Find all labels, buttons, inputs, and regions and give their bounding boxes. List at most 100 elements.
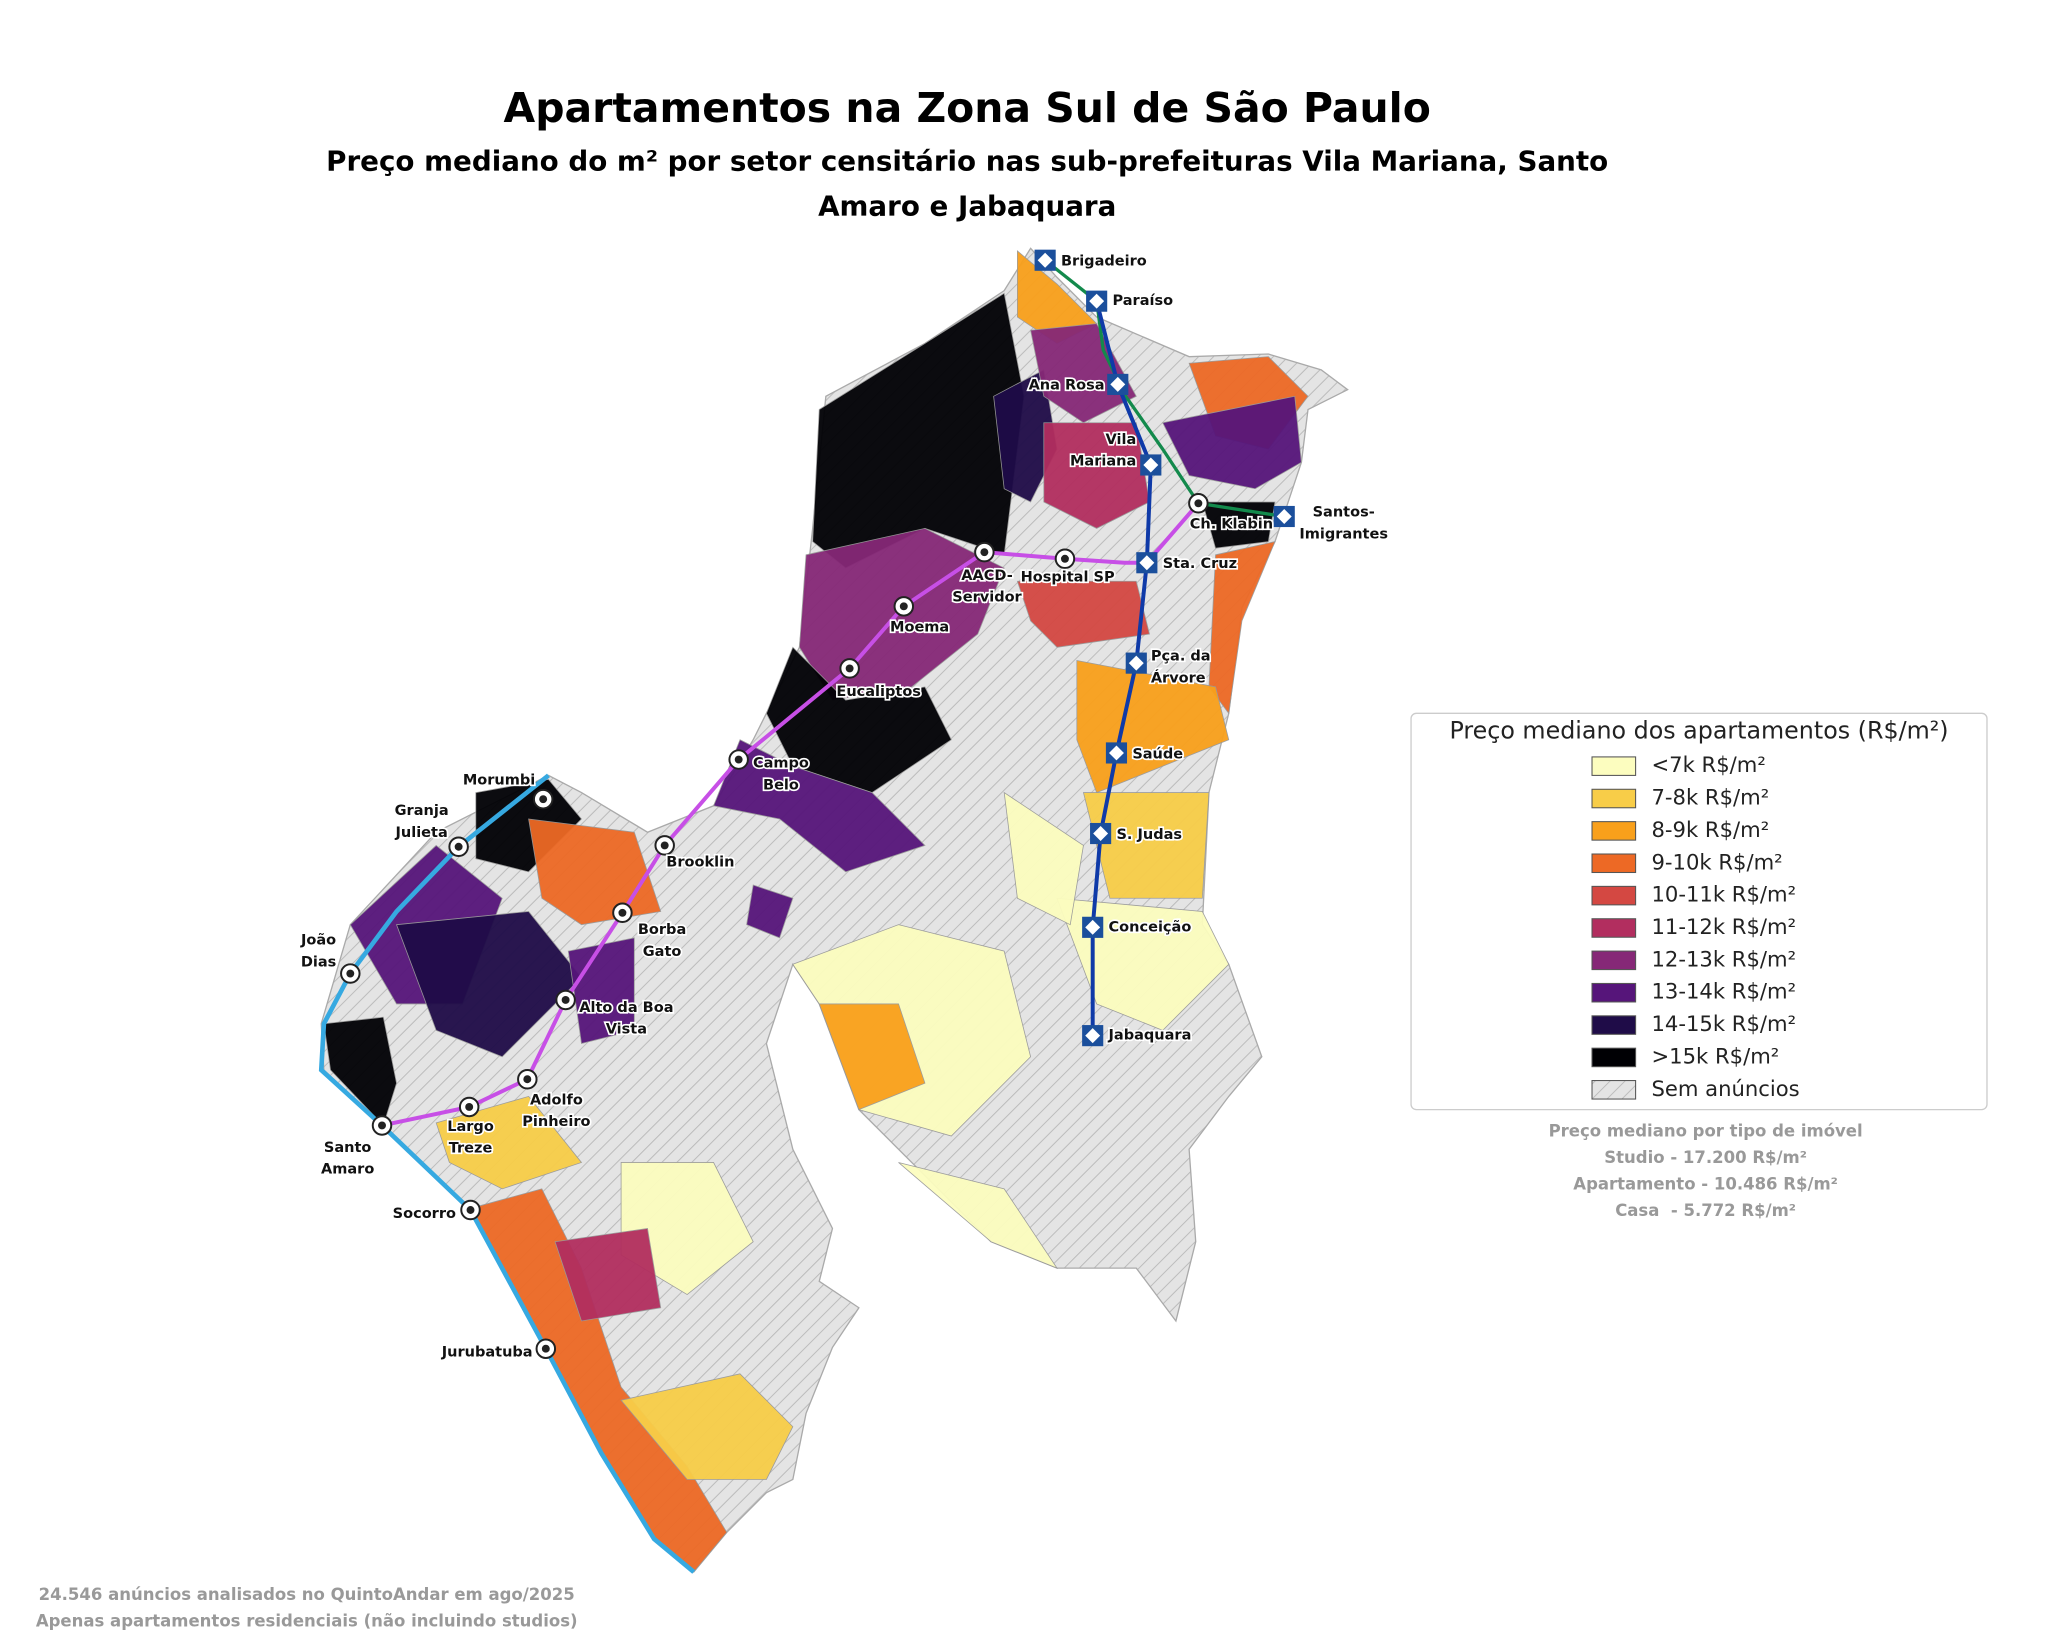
note: Preço mediano por tipo de imóvel Studio … <box>1549 1122 1863 1220</box>
legend-label: 8-9k R$/m² <box>1651 817 1769 842</box>
legend-label: Sem anúncios <box>1651 1076 1799 1101</box>
train-icon-mark <box>1194 499 1203 508</box>
legend-label: 10-11k R$/m² <box>1651 882 1796 907</box>
metro-icon-mark <box>1093 826 1109 842</box>
train-icon-mark <box>980 548 989 557</box>
train-icon-mark <box>346 969 355 978</box>
tract-patch <box>1208 541 1276 715</box>
station-label: Adolfo <box>530 1092 583 1108</box>
station-label: Ana Rosa <box>1029 378 1105 394</box>
station-label: João <box>300 933 336 949</box>
station-label: Socorro <box>393 1206 456 1222</box>
station-label: Moema <box>890 619 949 635</box>
tract-patch <box>567 937 635 1045</box>
legend-swatch <box>1591 885 1637 906</box>
station-label: Brooklin <box>666 855 734 871</box>
station-label: Santo <box>324 1140 372 1156</box>
station-label: AACD- <box>961 568 1012 584</box>
stations: Brigadeiro Paraíso Ana Rosa Vila Mariana Sant… <box>298 249 1390 1362</box>
tract-patch <box>898 1162 1059 1269</box>
train-icon-mark <box>1060 554 1069 563</box>
legend-label: >15k R$/m² <box>1651 1043 1779 1068</box>
tract-patch <box>620 1373 794 1480</box>
station-label: Eucaliptos <box>836 684 921 700</box>
station-label: Paraíso <box>1113 293 1174 309</box>
station-label: Brigadeiro <box>1061 254 1147 270</box>
legend-label: 7-8k R$/m² <box>1651 785 1769 810</box>
tract-patch <box>554 1228 662 1322</box>
station-label: Sta. Cruz <box>1163 556 1237 572</box>
station-label: Ch. Klabin <box>1190 516 1273 532</box>
legend-swatch <box>1591 982 1637 1003</box>
legend-label: <7k R$/m² <box>1651 752 1765 777</box>
tract-patch <box>1016 580 1150 648</box>
station-label: Alto da Boa <box>579 1000 673 1016</box>
train-icon-mark <box>561 996 570 1004</box>
legend-swatch <box>1591 821 1637 841</box>
tract-patch <box>765 646 952 794</box>
station-label: S. Judas <box>1116 827 1182 843</box>
station-label: Conceição <box>1109 919 1192 935</box>
station-label: Dias <box>301 954 336 970</box>
train-icon-mark <box>378 1121 386 1130</box>
station-label: Borba <box>638 922 686 938</box>
legend-swatch <box>1591 1015 1637 1035</box>
station-label: Belo <box>763 777 799 793</box>
train-icon-mark <box>465 1103 474 1111</box>
station-label: Gato <box>643 944 682 960</box>
legend-label: 14-15k R$/m² <box>1651 1011 1796 1036</box>
legend-label: 13-14k R$/m² <box>1651 979 1796 1004</box>
footer: Apenas apartamentos residenciais (não in… <box>36 1612 578 1631</box>
tract-patch <box>1162 395 1302 490</box>
metro-icon-mark <box>1276 509 1292 524</box>
train-icon-mark <box>660 841 669 850</box>
station-label: Amaro <box>321 1162 374 1178</box>
metro-icon-mark <box>1108 745 1124 761</box>
legend-swatch <box>1591 918 1637 938</box>
legend: Preço mediano dos apartamentos (R$/m²) <… <box>1410 712 1988 1111</box>
station-label: Pinheiro <box>522 1114 590 1130</box>
station-label: Saúde <box>1132 746 1183 762</box>
tract-patch <box>713 739 926 873</box>
legend-swatch <box>1591 950 1637 971</box>
tract-patch <box>1082 792 1210 899</box>
subtitle: Amaro e Jabaquara <box>818 189 1116 222</box>
metro-icon-mark <box>1143 457 1159 473</box>
legend-swatch <box>1591 1047 1637 1068</box>
legend-swatch <box>1591 1080 1637 1100</box>
station-label: Jabaquara <box>1108 1028 1192 1044</box>
tract-patch <box>818 1003 926 1111</box>
subtitle: Preço mediano do m² por setor censitário… <box>326 144 1608 177</box>
station-label: Mariana <box>1070 454 1136 470</box>
title: Apartamentos na Zona Sul de São Paulo <box>504 84 1431 132</box>
station-label: Pça. da <box>1151 649 1211 665</box>
tract-patch <box>1003 791 1084 926</box>
tract-patch <box>812 292 1025 569</box>
train-icon-mark <box>899 602 908 611</box>
station-label: Jurubatuba <box>441 1345 533 1361</box>
note-line: Studio - 17.200 R$/m² <box>1604 1148 1807 1167</box>
station-label: Vila <box>1106 432 1137 448</box>
legend-title: Preço mediano dos apartamentos (R$/m²) <box>1449 716 1948 744</box>
station-label: Largo <box>447 1119 494 1135</box>
note-line: Casa - 5.772 R$/m² <box>1615 1201 1796 1220</box>
train-icon-mark <box>454 842 463 851</box>
regions <box>320 247 1349 1573</box>
tract-patch <box>435 1095 583 1190</box>
tract-patch <box>323 1016 397 1127</box>
tract-patch <box>395 911 583 1058</box>
train-icon-mark <box>539 795 548 804</box>
cptm-line <box>318 773 696 1574</box>
train-icon-mark <box>523 1075 532 1084</box>
station-label: Vista <box>606 1022 647 1038</box>
legend-label: 11-12k R$/m² <box>1651 914 1796 939</box>
station-label: Santos- <box>1313 505 1375 521</box>
train-icon-mark <box>541 1344 550 1353</box>
legend-label: 12-13k R$/m² <box>1651 946 1796 971</box>
station-label: Treze <box>449 1141 493 1157</box>
line-5 <box>381 501 1200 1128</box>
train-icon-mark <box>845 664 854 673</box>
